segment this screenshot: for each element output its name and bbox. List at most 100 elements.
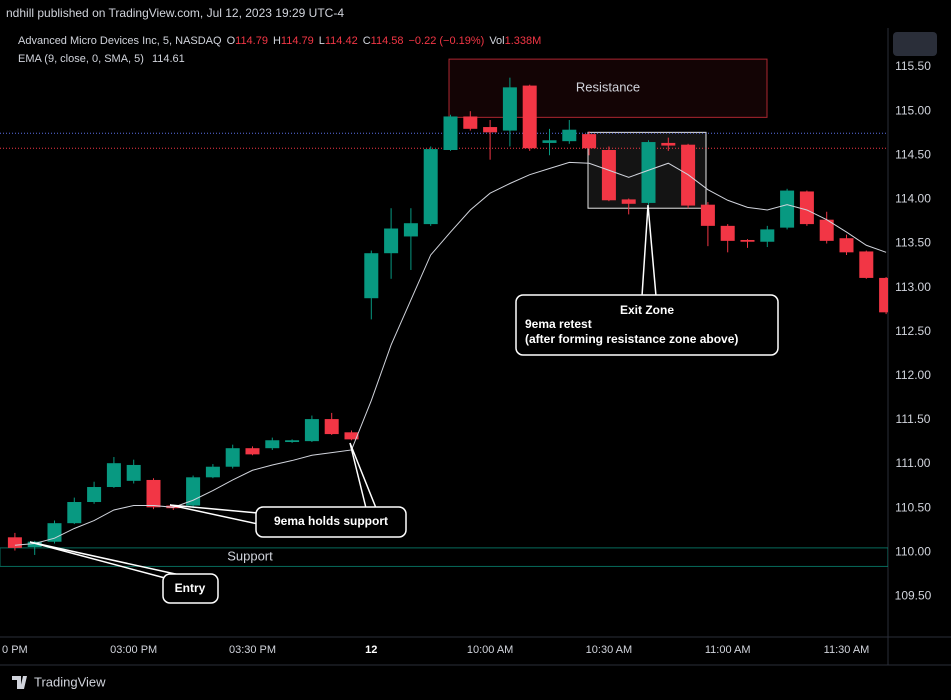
candle-body: [7, 537, 22, 548]
candle-body: [265, 440, 280, 449]
callout-text: 9ema holds support: [274, 514, 388, 528]
logo: TradingView: [12, 674, 106, 689]
ema-value: 114.61: [152, 53, 185, 65]
candle-body: [819, 219, 834, 241]
y-tick-label: 114.00: [895, 192, 931, 206]
y-tick-label: 115.50: [895, 59, 931, 73]
plot: Resistance Support: [0, 58, 888, 567]
candle-body: [423, 149, 438, 225]
legend-label: L: [319, 35, 325, 47]
callout-pointer: [29, 541, 181, 579]
callout-text: Entry: [175, 581, 206, 595]
y-tick-label: 109.50: [895, 589, 932, 603]
legend-value: 1.338M: [505, 35, 542, 47]
x-tick-label: 10:00 AM: [467, 644, 513, 656]
footer-text: TradingView: [34, 674, 106, 689]
candle-body: [186, 477, 201, 506]
annotations: Exit Zone 9ema retest(after forming resis…: [29, 204, 779, 604]
candle-body: [542, 140, 557, 143]
candle-body: [47, 523, 62, 542]
y-tick-label: 113.00: [895, 280, 931, 294]
callout-pointer: [641, 204, 657, 297]
candle-body: [700, 204, 715, 226]
candle-body: [443, 116, 458, 150]
candle-body: [641, 142, 656, 203]
candle-body: [601, 149, 616, 201]
x-tick-label: 03:00 PM: [110, 644, 157, 656]
legend-label: H: [273, 35, 281, 47]
candle-body: [502, 87, 517, 131]
candle-body: [799, 191, 814, 225]
y-tick-label: 110.00: [895, 544, 931, 558]
candle-body: [146, 479, 161, 508]
zone: [0, 547, 888, 567]
legend-value: −0.22 (−0.19%): [408, 35, 484, 47]
candle-body: [304, 419, 319, 442]
ema-name: EMA (9, close, 0, SMA, 5): [18, 53, 144, 65]
legend-label: O: [227, 35, 236, 47]
candle-body: [859, 251, 874, 278]
y-tick-label: 112.00: [895, 368, 931, 382]
candle-body: [364, 253, 379, 299]
candle-body: [720, 225, 735, 241]
callout-box: [162, 573, 219, 604]
y-tick-label: 111.00: [896, 456, 931, 470]
callout-box: [515, 294, 779, 356]
candle-body: [661, 142, 676, 146]
callout-text: Exit Zone: [620, 303, 674, 317]
publisher: ndhill published on TradingView.com, Jul…: [6, 6, 344, 20]
ema-legend: EMA (9, close, 0, SMA, 5) 114.61: [18, 53, 185, 65]
candle-body: [740, 239, 755, 242]
x-tick-label: 12: [365, 644, 377, 656]
menu-button[interactable]: [893, 32, 937, 56]
callout-text: (after forming resistance zone above): [525, 332, 738, 346]
candle-body: [285, 440, 300, 443]
legend-value: 114.58: [371, 35, 404, 47]
candle-body: [344, 432, 359, 440]
candle-body: [205, 466, 220, 478]
legend-value: 114.79: [281, 35, 314, 47]
legend-title: Advanced Micro Devices Inc, 5, NASDAQ: [18, 35, 222, 47]
x-tick-label: 10:30 AM: [586, 644, 632, 656]
legend-label: C: [363, 35, 371, 47]
candle-body: [562, 129, 577, 142]
x-tick-label: 0 PM: [2, 644, 28, 656]
y-tick-label: 114.50: [895, 147, 931, 161]
x-tick-label: 11:30 AM: [824, 644, 870, 656]
candle-body: [403, 223, 418, 237]
y-tick-label: 115.00: [895, 103, 931, 117]
callout-box: [255, 506, 407, 538]
candle-body: [463, 116, 478, 129]
y-tick-label: 110.50: [895, 500, 931, 514]
zone-label: Resistance: [576, 80, 640, 95]
candle-body: [522, 85, 537, 149]
x-tick-label: 11:00 AM: [705, 644, 751, 656]
candle-body: [760, 229, 775, 242]
candle-body: [106, 463, 121, 488]
candle-body: [324, 419, 339, 435]
legend-label: Vol: [489, 35, 504, 47]
candle-body: [245, 448, 260, 455]
candle-body: [839, 238, 854, 253]
callout-pointer: [349, 442, 377, 509]
candle-body: [780, 190, 795, 228]
zone-label: Support: [227, 549, 273, 564]
callout-pointer: [169, 504, 259, 525]
candle-body: [87, 487, 102, 503]
y-tick-label: 111.50: [896, 412, 931, 426]
candle-body: [483, 127, 498, 133]
candle-body: [384, 228, 399, 254]
callout-text: 9ema retest: [525, 317, 592, 331]
legend: Advanced Micro Devices Inc, 5, NASDAQ O11…: [18, 35, 541, 47]
y-tick-label: 112.50: [895, 324, 931, 338]
candle-body: [225, 448, 240, 467]
candle-body: [879, 277, 888, 313]
legend-value: 114.79: [235, 35, 268, 47]
y-tick-label: 113.50: [895, 236, 931, 250]
ema-line: [14, 161, 887, 546]
x-tick-label: 03:30 PM: [229, 644, 276, 656]
candle-body: [27, 541, 42, 548]
candle-body: [582, 134, 597, 149]
